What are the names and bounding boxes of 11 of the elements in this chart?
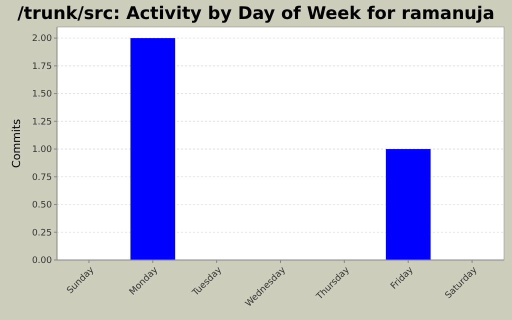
y-tick-label: 0.50 bbox=[32, 200, 52, 211]
chart-title: /trunk/src: Activity by Day of Week for ramanuja bbox=[17, 4, 495, 24]
y-tick-label: 2.00 bbox=[32, 34, 52, 44]
y-tick-label: 0.00 bbox=[32, 256, 52, 266]
y-tick-label: 1.00 bbox=[32, 145, 52, 156]
y-axis-title: Commits bbox=[10, 118, 23, 168]
y-tick-label: 1.75 bbox=[32, 62, 52, 72]
y-tick-label: 1.25 bbox=[32, 117, 52, 128]
y-tick-label: 0.75 bbox=[32, 172, 52, 183]
y-tick-label: 1.50 bbox=[32, 90, 52, 100]
y-tick-label: 0.25 bbox=[32, 228, 52, 238]
